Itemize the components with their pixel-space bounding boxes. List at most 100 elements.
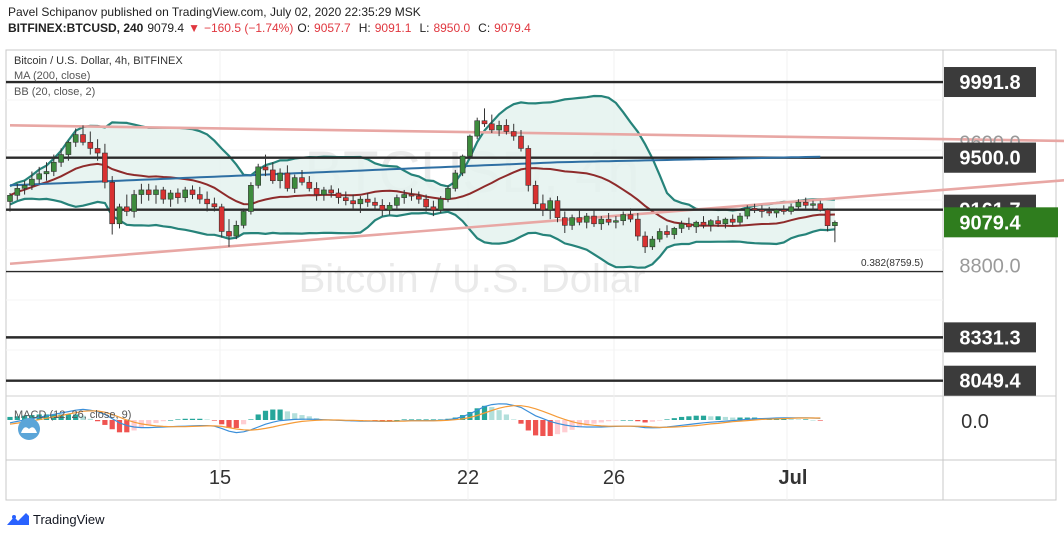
candle-body (306, 181, 313, 189)
price-badge-label: 9500.0 (959, 148, 1020, 170)
candle-body (773, 209, 780, 214)
publisher-line: Pavel Schipanov published on TradingView… (8, 5, 421, 19)
candle-body (693, 221, 700, 228)
macd-histogram-bar (503, 414, 509, 420)
candle-body (65, 141, 72, 155)
macd-histogram-bar (73, 414, 79, 420)
macd-histogram-bar (197, 418, 203, 420)
macd-histogram-bar (189, 418, 196, 420)
macd-histogram-bar (43, 414, 50, 420)
price-badge-label: 8331.3 (959, 327, 1020, 349)
price-badge (944, 322, 1036, 353)
legend-bb[interactable]: BB (20, close, 2) (14, 86, 95, 98)
candle-body (211, 203, 218, 208)
macd-histogram-bar (204, 419, 210, 420)
cloud-icon[interactable] (18, 418, 40, 440)
macd-histogram-bar (744, 417, 750, 420)
low-label: L: (419, 21, 430, 35)
candle-body (656, 231, 663, 240)
candle-body (313, 188, 320, 195)
macd-histogram-bar (817, 420, 823, 421)
macd-histogram-bar (474, 408, 480, 420)
candle-body (415, 195, 422, 200)
candle-body (29, 178, 35, 186)
candle-body (686, 223, 692, 228)
candle-body (810, 203, 816, 206)
candle-body (751, 208, 758, 211)
candle-body (291, 177, 298, 189)
change-arrow-icon: ▼ (188, 21, 200, 35)
macd-histogram-bar (160, 420, 166, 422)
candle-body (452, 172, 459, 189)
macd-histogram-bar (270, 409, 276, 420)
macd-histogram-bar (102, 420, 108, 425)
legend-macd[interactable]: MACD (12, 26, close, 9) (14, 409, 131, 421)
close-value: 9079.4 (494, 21, 531, 35)
macd-histogram-bar (394, 420, 400, 421)
candle-body (58, 154, 64, 163)
macd-histogram-bar (598, 420, 604, 423)
candle-body (467, 135, 473, 157)
change-text: −160.5 (−1.74%) (203, 21, 294, 35)
time-tick-2: 26 (603, 467, 625, 489)
price-badge-label: 9991.8 (959, 72, 1020, 94)
bb-lower (9, 197, 836, 269)
macd-histogram-bar (635, 420, 641, 422)
macd-histogram-bar (14, 416, 20, 420)
signal-line (9, 405, 821, 431)
macd-histogram-bar (262, 410, 269, 420)
candle-body (386, 205, 393, 211)
price-tick-8800: 8800.0 (959, 255, 1020, 277)
legend: Bitcoin / U.S. Dollar, 4h, BITFINEX MA (… (14, 55, 183, 421)
macd-histogram-bar (116, 420, 123, 433)
macd-histogram-bar (730, 417, 736, 420)
candle-body (642, 235, 648, 248)
candle-body (678, 223, 685, 229)
symbol-label[interactable]: BITFINEX:BTCUSD, 240 (8, 21, 144, 35)
trendlines[interactable] (9, 124, 1064, 266)
macd-histogram-bar (649, 420, 655, 422)
candle-body (780, 209, 787, 212)
candle-body (131, 194, 137, 212)
macd-histogram-bar (438, 419, 444, 420)
macd-histogram-bar (241, 420, 247, 425)
candle-body (503, 125, 510, 132)
macd-histogram-bar (584, 420, 590, 426)
ohlc-low: L: 8950.0 (419, 21, 474, 35)
macd-histogram-bar (430, 419, 436, 420)
macd-histogram-bar (306, 416, 312, 420)
price-axis[interactable]: 9991.89500.09161.78331.38049.49079.49600… (944, 67, 1058, 433)
tradingview-brand[interactable]: TradingView (33, 511, 105, 527)
macd-histogram-bar (22, 415, 28, 420)
tradingview-logo-icon (7, 513, 29, 525)
time-tick-3: Jul (779, 467, 808, 489)
candle-body (788, 206, 794, 212)
candle-body (284, 172, 291, 189)
candle-body (255, 166, 261, 186)
candle-body (342, 197, 349, 202)
macd-histogram-bar (795, 419, 801, 420)
macd-histogram-bar (168, 420, 174, 421)
candle-body (321, 189, 327, 195)
candle-body (167, 192, 174, 200)
macd-histogram-bar (146, 420, 152, 426)
candlestick-series[interactable] (7, 108, 838, 253)
candle-body (364, 198, 371, 203)
legend-ma[interactable]: MA (200, close) (14, 70, 90, 82)
candle-body (72, 134, 79, 143)
macd-histogram-bar (182, 418, 188, 420)
candle-body (423, 198, 429, 208)
candle-body (36, 173, 43, 180)
macd-histogram-bar (95, 420, 101, 422)
last-price-text: 9079.4 (147, 21, 185, 35)
candle-body (102, 152, 108, 183)
macd-histogram-bar (226, 420, 232, 429)
candle-body (124, 206, 130, 212)
candle-body (474, 120, 481, 137)
footer[interactable]: TradingView (6, 509, 105, 529)
candle-body (605, 218, 612, 223)
macd-histogram-bar (679, 416, 685, 420)
candle-body (700, 221, 707, 226)
time-axis[interactable]: 15 22 26 Jul (209, 467, 808, 489)
